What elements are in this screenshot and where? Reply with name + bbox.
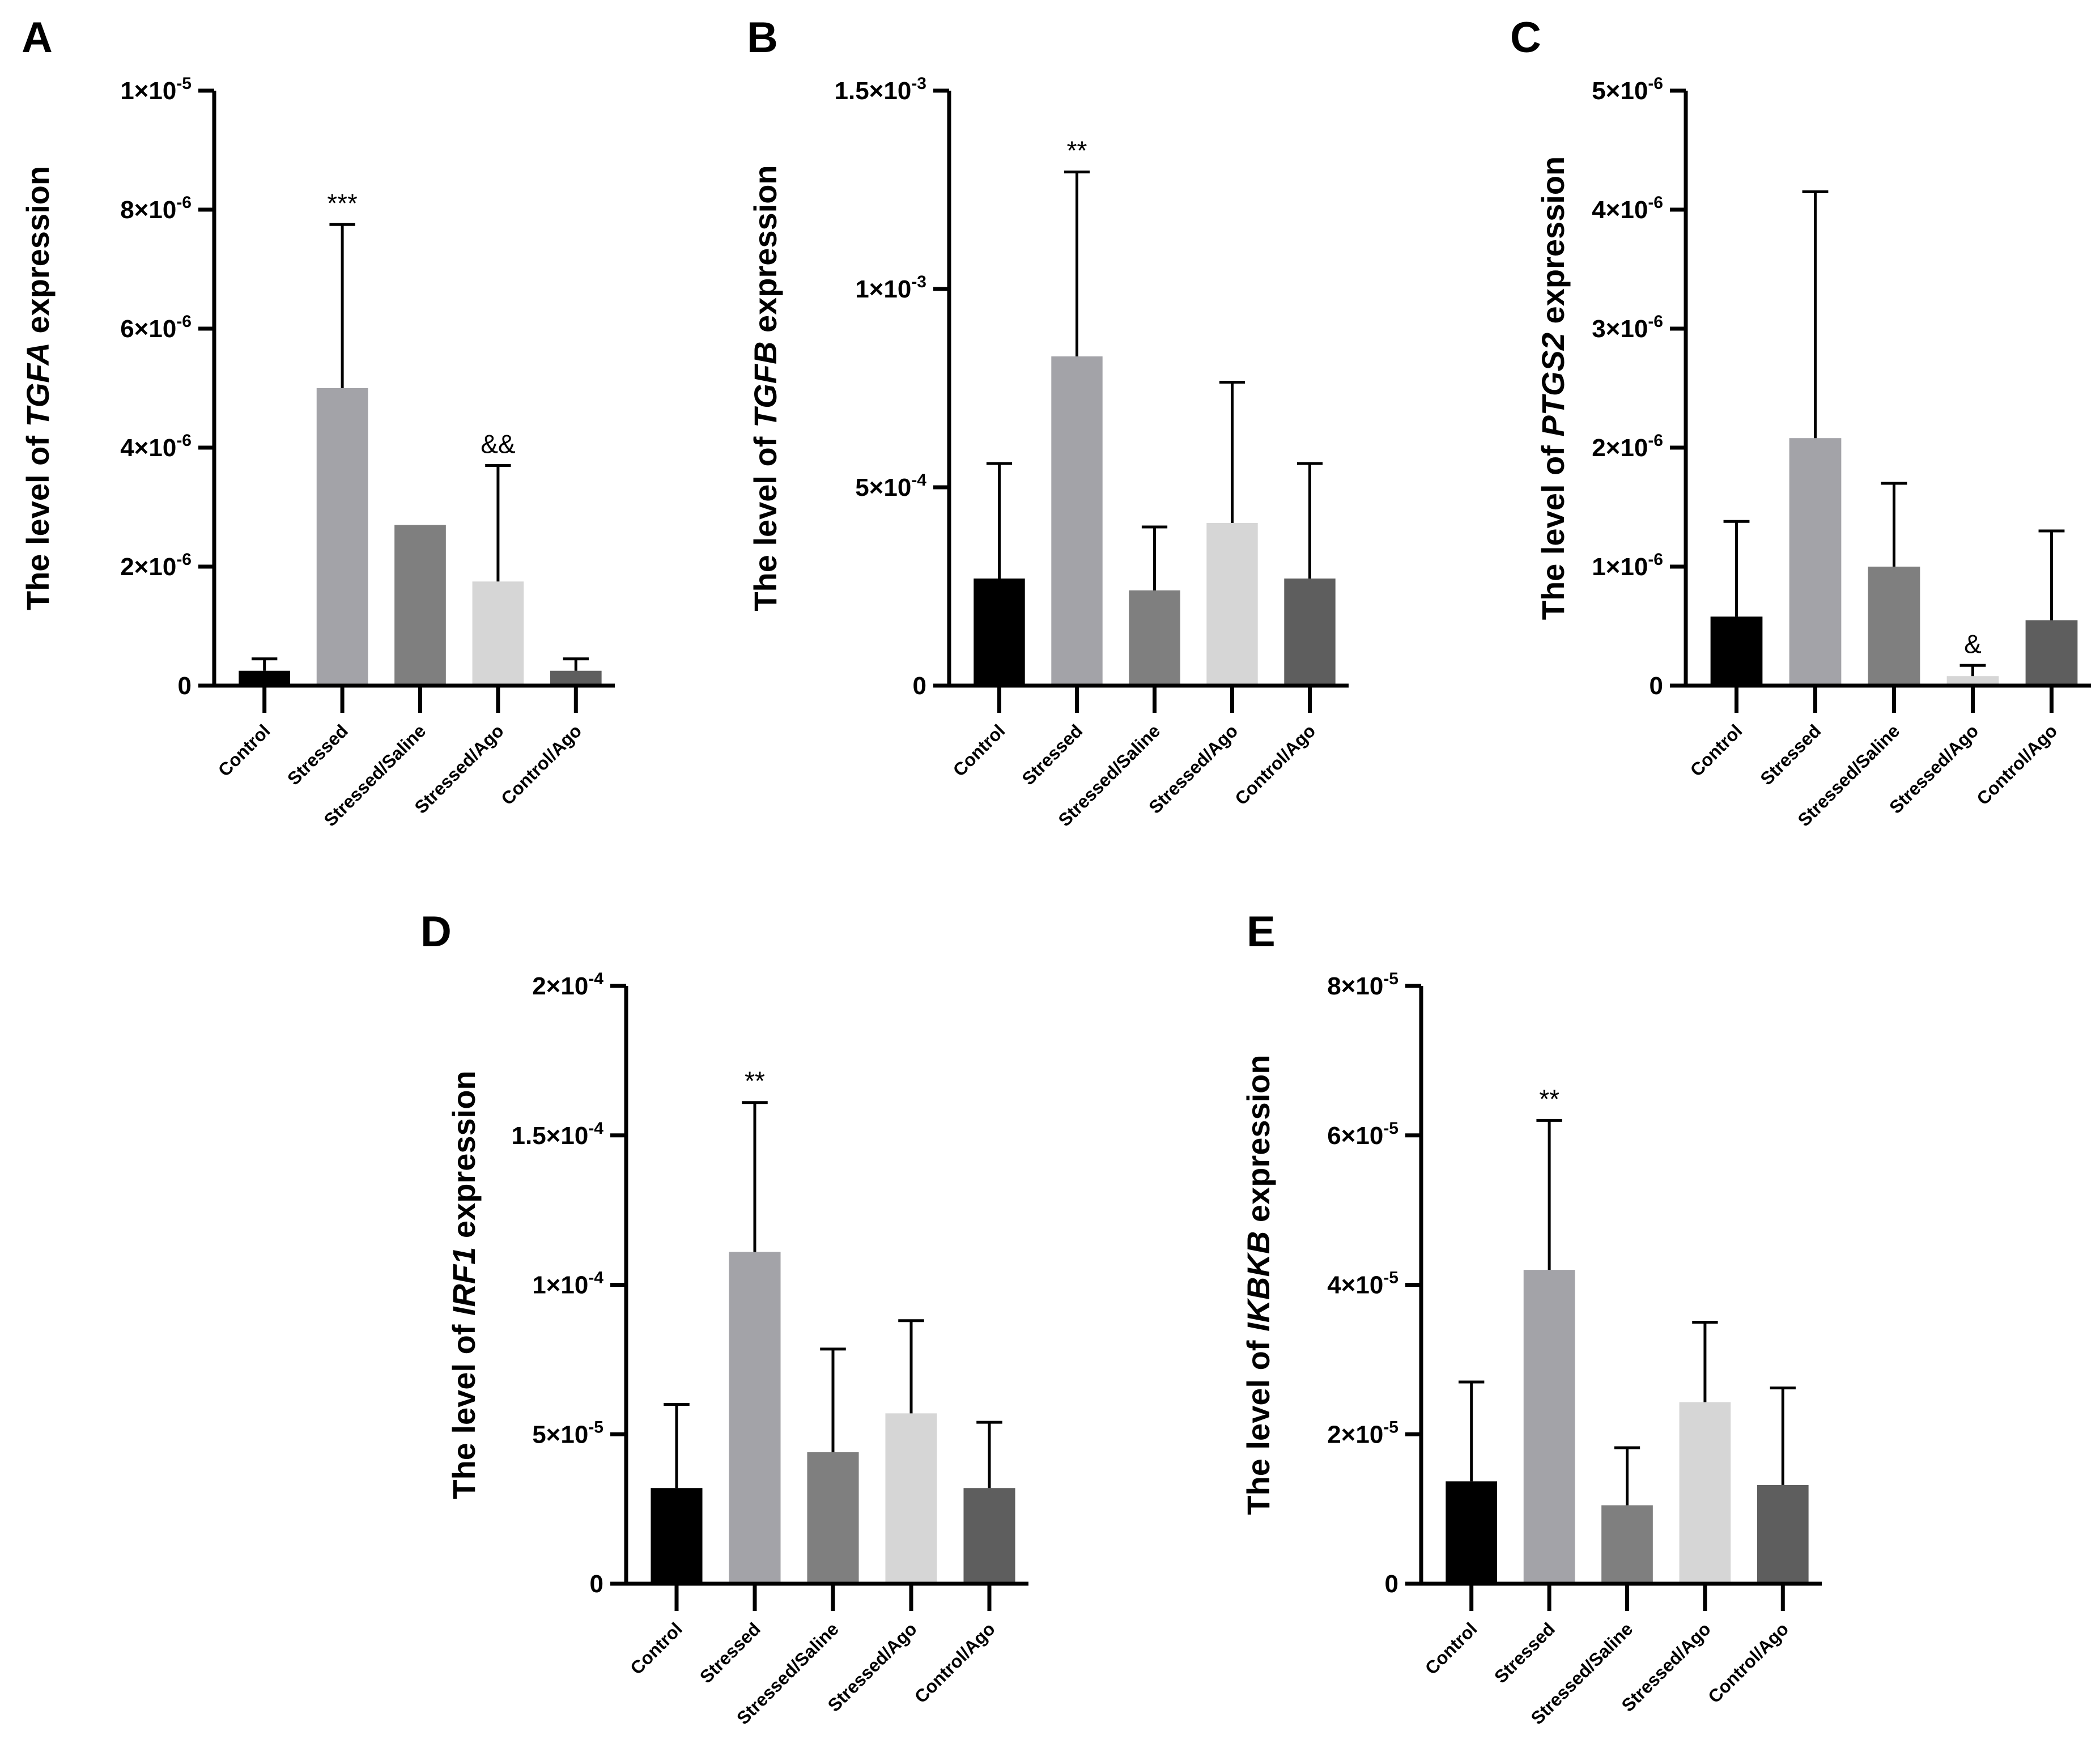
y-tick-label: 1×10-3	[855, 273, 926, 303]
y-axis-title: The level of IRF1 expression	[446, 1070, 482, 1499]
bar-b-4	[1284, 579, 1336, 686]
panel-letter: D	[420, 908, 452, 956]
y-tick-label: 4×10-5	[1327, 1269, 1398, 1299]
panel-letter: C	[1510, 14, 1541, 62]
bar-b-0	[974, 579, 1025, 686]
y-tick-label: 2×10-6	[120, 550, 192, 581]
y-tick-label: 6×10-6	[120, 312, 192, 343]
bar-d-1	[729, 1252, 781, 1584]
y-tick-label: 3×10-6	[1592, 312, 1663, 343]
category-label: Control/Ago	[497, 720, 585, 809]
y-tick-label: 1.5×10-4	[512, 1119, 604, 1150]
category-label: Stressed	[1490, 1618, 1559, 1687]
y-tick-label: 5×10-4	[855, 471, 926, 501]
category-label: Control	[1686, 720, 1746, 780]
bar-a-0	[239, 670, 291, 686]
y-tick-label: 4×10-6	[1592, 193, 1663, 224]
bar-c-0	[1710, 616, 1763, 686]
panel-a: AControl***StressedStressed/Saline&&Stre…	[20, 14, 615, 830]
bar-e-4	[1757, 1485, 1809, 1584]
category-label: Control	[949, 720, 1009, 780]
y-tick-label: 5×10-5	[532, 1418, 603, 1448]
bar-a-1	[316, 388, 368, 686]
y-tick-label: 0	[1385, 1570, 1398, 1598]
bar-d-0	[651, 1488, 703, 1584]
bar-c-3	[1946, 676, 1999, 686]
panel-e: EControl**StressedStressed/SalineStresse…	[1240, 908, 1822, 1728]
category-label: Stressed	[696, 1618, 764, 1687]
bar-a-3	[472, 581, 524, 686]
panel-letter: B	[747, 14, 778, 62]
panel-letter: A	[22, 14, 53, 62]
y-tick-label: 0	[913, 672, 926, 700]
y-axis-title: The level of IKBKB expression	[1240, 1054, 1276, 1515]
significance-label: **	[1067, 136, 1087, 165]
y-tick-label: 1×10-5	[120, 74, 192, 105]
bar-d-4	[963, 1488, 1015, 1584]
y-tick-label: 8×10-5	[1327, 969, 1398, 1000]
y-tick-label: 2×10-6	[1592, 431, 1663, 462]
y-tick-label: 5×10-6	[1592, 74, 1663, 105]
bar-b-3	[1206, 523, 1258, 686]
significance-label: ***	[327, 188, 358, 218]
bar-d-2	[807, 1452, 859, 1584]
y-tick-label: 0	[1650, 672, 1663, 700]
category-label: Control/Ago	[1973, 720, 2061, 809]
category-label: Stressed	[1018, 720, 1086, 789]
category-label: Stressed	[283, 720, 352, 789]
bar-c-1	[1789, 438, 1842, 686]
y-tick-label: 1×10-4	[532, 1269, 603, 1299]
bar-e-3	[1679, 1402, 1731, 1584]
y-tick-label: 1×10-6	[1592, 550, 1663, 581]
bar-e-1	[1523, 1270, 1575, 1584]
bar-a-2	[394, 525, 446, 686]
y-tick-label: 1.5×10-3	[835, 74, 927, 105]
bar-d-3	[885, 1413, 937, 1584]
bar-a-4	[550, 670, 602, 686]
significance-label: &&	[481, 430, 515, 459]
category-label: Control	[626, 1618, 686, 1678]
y-tick-label: 4×10-6	[120, 431, 192, 462]
bar-c-4	[2025, 620, 2078, 686]
significance-label: **	[1539, 1084, 1559, 1113]
y-tick-label: 2×10-4	[532, 969, 603, 1000]
y-axis-title: The level of PTGS2 expression	[1535, 156, 1571, 620]
bar-c-2	[1868, 567, 1920, 686]
bar-e-2	[1601, 1505, 1653, 1584]
bar-b-2	[1129, 590, 1180, 686]
category-label: Control/Ago	[1231, 720, 1319, 809]
y-tick-label: 0	[178, 672, 192, 700]
category-label: Control/Ago	[911, 1618, 999, 1707]
significance-label: **	[745, 1066, 765, 1096]
panel-d: DControl**StressedStressed/SalineStresse…	[420, 908, 1028, 1728]
category-label: Control	[1421, 1618, 1481, 1678]
category-label: Control/Ago	[1704, 1618, 1792, 1707]
y-axis-title: The level of TGFB expression	[747, 165, 783, 611]
panel-letter: E	[1247, 908, 1276, 956]
bar-e-0	[1446, 1481, 1498, 1584]
significance-label: &	[1964, 629, 1982, 658]
panel-b: BControl**StressedStressed/SalineStresse…	[747, 14, 1349, 830]
y-tick-label: 2×10-5	[1327, 1418, 1398, 1448]
category-label: Stressed	[1756, 720, 1825, 789]
bar-b-1	[1051, 356, 1103, 686]
y-tick-label: 6×10-5	[1327, 1119, 1398, 1150]
category-label: Control	[214, 720, 274, 780]
y-tick-label: 8×10-6	[120, 193, 192, 224]
y-axis-title: The level of TGFA expression	[20, 166, 56, 610]
y-tick-label: 0	[590, 1570, 603, 1598]
